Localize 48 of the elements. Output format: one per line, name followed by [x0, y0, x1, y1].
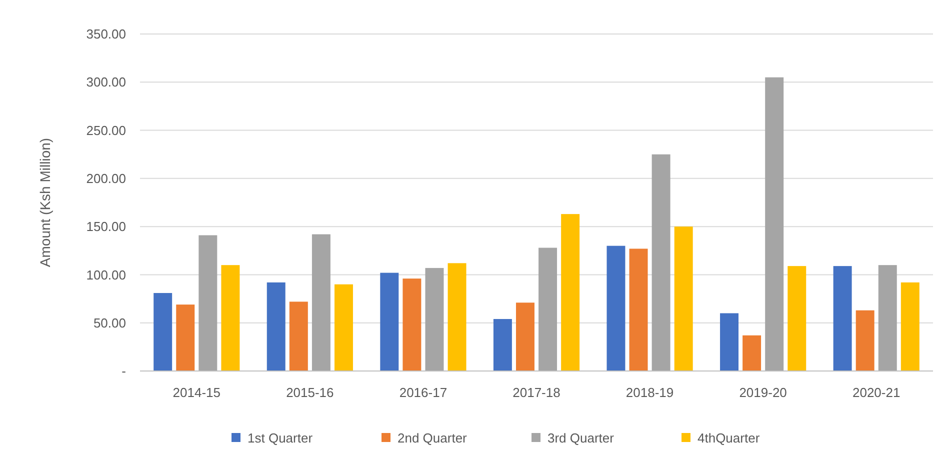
bar [402, 278, 422, 371]
bar [154, 293, 172, 371]
bar [176, 304, 195, 371]
bar [833, 266, 852, 371]
bar [380, 272, 399, 371]
bar [788, 266, 806, 371]
y-tick-label: 250.00 [86, 122, 126, 138]
x-tick-label: 2017-18 [512, 385, 560, 400]
legend-label: 1st Quarter [248, 430, 314, 446]
x-tick-label: 2018-19 [626, 385, 674, 400]
bar [493, 319, 512, 371]
bar [878, 265, 897, 371]
y-tick-label: 300.00 [86, 74, 126, 90]
legend-label: 4thQuarter [698, 430, 760, 446]
bar [266, 282, 286, 371]
bar [334, 284, 353, 371]
y-axis-title: Amount (Ksh Million) [37, 138, 53, 268]
y-tick-label: 50.00 [93, 315, 126, 330]
bar [312, 234, 330, 371]
legend-label: 2nd Quarter [398, 430, 468, 446]
bar [289, 302, 308, 371]
x-tick-label: 2014-15 [172, 385, 220, 400]
bar [629, 248, 648, 371]
bar [742, 335, 762, 371]
bar [516, 302, 534, 371]
bar [674, 226, 693, 371]
bar [900, 282, 920, 371]
y-tick-label: 200.00 [86, 170, 126, 186]
bar [765, 77, 784, 371]
y-tick-label: 350.00 [86, 26, 126, 42]
bar [538, 248, 558, 371]
legend-label: 3rd Quarter [548, 430, 615, 446]
x-tick-label: 2019-20 [739, 385, 787, 400]
bar [652, 154, 670, 371]
x-tick-label: 2020-21 [852, 385, 900, 400]
bar [606, 246, 626, 371]
x-tick-label: 2015-16 [286, 385, 334, 400]
y-tick-label: - [122, 364, 126, 379]
bar [198, 235, 218, 371]
bar [221, 265, 240, 371]
y-tick-label: 150.00 [86, 219, 126, 234]
bar [448, 263, 466, 371]
x-tick-label: 2016-17 [399, 385, 448, 400]
bar [720, 313, 739, 371]
bar [425, 268, 444, 371]
bar [856, 310, 874, 371]
y-tick-label: 100.00 [86, 267, 126, 282]
bar [561, 214, 580, 371]
